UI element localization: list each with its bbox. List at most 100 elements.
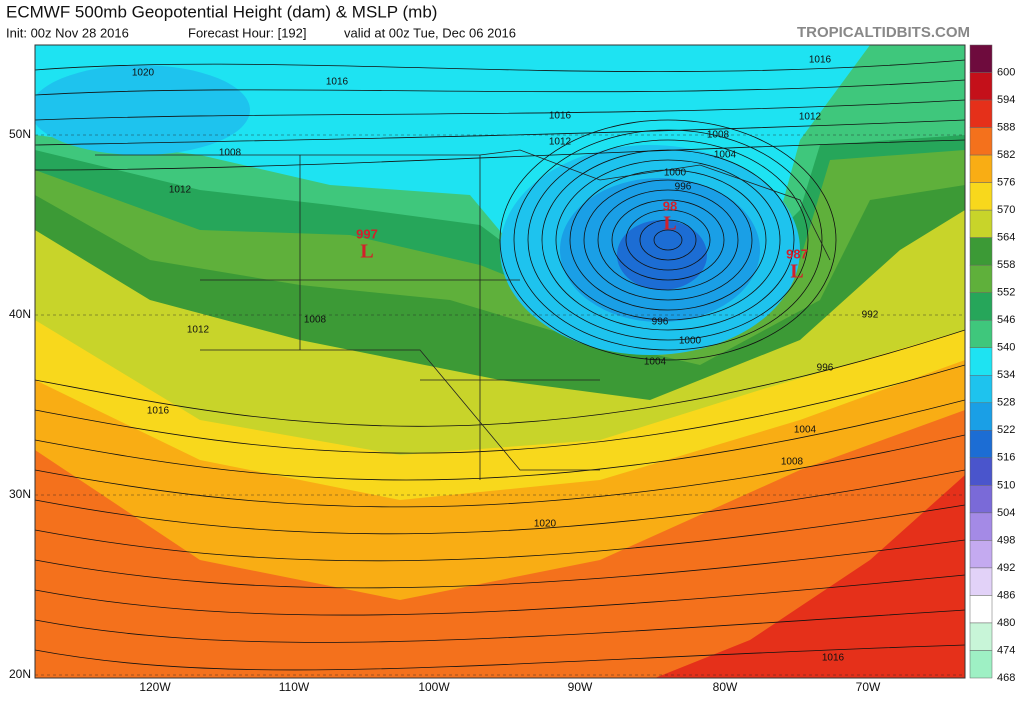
colorbar-box — [969, 512, 993, 541]
isobar-label: 996 — [817, 363, 834, 374]
lon-label: 80W — [713, 680, 738, 694]
isobar — [35, 364, 965, 454]
lat-label: 30N — [9, 487, 31, 501]
isobar-label: 1004 — [644, 357, 667, 368]
colorbar-label: 600 — [997, 66, 1015, 78]
isobar-label: 1004 — [794, 425, 817, 436]
isobar-label: 1008 — [707, 130, 730, 141]
isobar — [35, 329, 965, 427]
isobar-label: 1016 — [326, 77, 349, 88]
isobar — [611, 199, 725, 281]
isobar-label: 1000 — [679, 336, 702, 347]
colorbar-label: 492 — [997, 562, 1015, 574]
colorbar-label: 552 — [997, 287, 1015, 299]
colorbar-box — [969, 540, 993, 569]
colorbar-label: 498 — [997, 534, 1015, 546]
isobar — [597, 189, 739, 291]
colorbar-box — [969, 430, 993, 459]
colorbar-box — [969, 595, 993, 624]
isobar-label: 1016 — [147, 406, 170, 417]
isobar — [555, 159, 781, 321]
colorbar-box — [969, 650, 993, 679]
colorbar-box — [969, 264, 993, 293]
height-band — [35, 65, 250, 155]
isobar — [35, 469, 965, 535]
isobar — [35, 504, 965, 562]
colorbar-box — [969, 237, 993, 266]
isobar — [35, 644, 965, 671]
isobar — [513, 129, 823, 351]
isobar-label: 1020 — [534, 519, 557, 530]
lon-label: 110W — [279, 680, 310, 694]
low-pressure: 997 — [356, 226, 378, 241]
colorbar-box — [969, 622, 993, 651]
isobar-label: 996 — [652, 317, 669, 328]
title: ECMWF 500mb Geopotential Height (dam) & … — [6, 2, 437, 21]
colorbar-box — [969, 375, 993, 404]
isobar-label: 996 — [675, 182, 692, 193]
isobar — [625, 209, 711, 271]
colorbar-label: 540 — [997, 342, 1015, 354]
valid-time: valid at 00z Tue, Dec 06 2016 — [344, 25, 516, 40]
colorbar-box — [969, 182, 993, 211]
forecast-hour: Forecast Hour: [192] — [188, 25, 307, 40]
colorbar-box — [969, 347, 993, 376]
isobar — [653, 229, 683, 251]
map-frame — [34, 44, 966, 679]
colorbar-box — [969, 319, 993, 348]
low-symbol: L — [790, 261, 803, 283]
isobar-label: 1008 — [781, 457, 804, 468]
credit: TROPICALTIDBITS.COM — [797, 24, 970, 41]
isobar — [35, 399, 965, 481]
colorbar-label: 522 — [997, 424, 1015, 436]
colorbar-label: 516 — [997, 452, 1015, 464]
colorbar-label: 480 — [997, 617, 1015, 629]
lon-label: 100W — [418, 680, 450, 694]
colorbar-box — [969, 402, 993, 431]
colorbar-label: 510 — [997, 479, 1015, 491]
colorbar-label: 486 — [997, 589, 1015, 601]
isobar-label: 1016 — [549, 111, 572, 122]
isobar-label: 992 — [862, 310, 879, 321]
lon-label: 90W — [568, 680, 593, 694]
colorbar-label: 528 — [997, 397, 1015, 409]
lat-label: 40N — [9, 307, 31, 321]
isobar — [527, 139, 809, 341]
colorbar-box — [969, 485, 993, 514]
isobar-label: 1012 — [169, 185, 192, 196]
colorbar-box — [969, 127, 993, 156]
lat-label: 20N — [9, 667, 31, 681]
isobar-label: 1012 — [799, 112, 822, 123]
colorbar-box — [969, 209, 993, 238]
low-pressure: 98 — [663, 198, 677, 213]
isobar — [35, 79, 965, 96]
lat-label: 50N — [9, 127, 31, 141]
colorbar-label: 594 — [997, 94, 1015, 106]
isobar-label: 1008 — [304, 315, 327, 326]
map — [35, 45, 965, 678]
colorbar-label: 576 — [997, 177, 1015, 189]
isobar-label: 1020 — [132, 68, 155, 79]
isobar — [639, 219, 697, 261]
isobar — [35, 59, 965, 73]
colorbar-label: 474 — [997, 644, 1015, 656]
colorbar-box — [969, 154, 993, 183]
colorbar-box — [969, 99, 993, 128]
colorbar-label: 534 — [997, 369, 1015, 381]
isobar-label: 1000 — [664, 168, 687, 179]
isobar — [499, 119, 837, 361]
isobar-label: 1016 — [822, 653, 845, 664]
colorbar-box — [969, 292, 993, 321]
colorbar-label: 570 — [997, 204, 1015, 216]
isobar — [35, 434, 965, 508]
init-time: Init: 00z Nov 28 2016 — [6, 25, 129, 40]
colorbar-label: 546 — [997, 314, 1015, 326]
isobar — [35, 139, 965, 171]
low-symbol: L — [360, 241, 373, 263]
low-pressure: 987 — [786, 246, 808, 261]
colorbar-box — [969, 44, 993, 73]
colorbar-box — [969, 567, 993, 596]
low-symbol: L — [663, 213, 676, 235]
isobar-label: 1012 — [187, 325, 210, 336]
